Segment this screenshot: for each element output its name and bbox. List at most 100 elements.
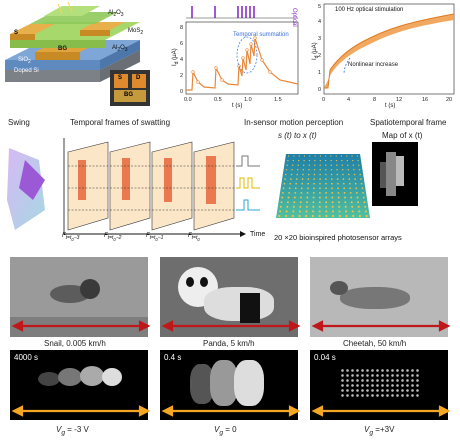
panda-caption: Panda, 5 km/h	[203, 339, 255, 348]
sensor-pixel	[290, 178, 292, 180]
sensor-pixel	[352, 214, 355, 218]
svg-text:5: 5	[318, 4, 321, 10]
sensor-pixel	[284, 178, 286, 180]
sensor-pixel	[278, 214, 281, 218]
sensor-pixel	[361, 187, 364, 190]
sensor-pixel	[318, 205, 321, 208]
sensor-pixel	[318, 191, 321, 194]
sensor-pixel	[364, 210, 367, 213]
sensor-pixel	[293, 201, 296, 204]
sensor-pixel	[335, 159, 338, 162]
sensor-pixel	[338, 214, 341, 218]
label-sio2: SiO2	[18, 57, 31, 66]
sensor-pixel	[282, 187, 285, 190]
map-title: Map of x (t)	[382, 131, 423, 140]
sensor-pixel	[285, 169, 288, 171]
sensor-pixel	[292, 210, 295, 213]
sensor-pixel	[313, 169, 316, 171]
sensor-pixel	[331, 205, 334, 208]
sensor-pixel	[319, 187, 321, 190]
inset-s: S	[118, 75, 123, 81]
label-al2o3-bottom: Al2O3	[112, 45, 128, 54]
svg-text:16: 16	[422, 97, 428, 103]
plot1-annotation: Temporal summation	[233, 32, 289, 38]
svg-text:4: 4	[347, 97, 350, 103]
sensor-pixel	[312, 210, 315, 213]
sensor-pixel	[319, 155, 321, 157]
sensor-pixel	[286, 164, 288, 166]
sensor-pixel	[349, 187, 352, 190]
sensor-pixel	[297, 164, 299, 166]
sensor-pixel	[331, 178, 333, 180]
cheetah-caption: Cheetah, 50 km/h	[343, 339, 407, 348]
sensor-pixel	[280, 201, 283, 204]
ytick-2: 4	[180, 57, 183, 63]
sensor-pixel	[325, 164, 327, 166]
sensor-pixel	[307, 173, 310, 176]
sensor-pixel	[325, 159, 327, 162]
panda-time: 0.4 s	[164, 353, 182, 362]
inset-bg: BG	[124, 92, 133, 98]
sensor-pixel	[338, 205, 341, 208]
xtick-1: 0.5	[214, 97, 222, 103]
sensor-pixel	[312, 205, 315, 208]
sensor-pixel	[288, 155, 290, 157]
sensor-pixel	[318, 201, 321, 204]
sensor-pixel	[309, 155, 311, 157]
sensor-pixel	[350, 201, 353, 204]
s-to-x: s (t) to x (t)	[278, 131, 317, 140]
sensor-pixel	[302, 173, 304, 176]
snail-caption: Snail, 0.005 km/h	[44, 339, 106, 348]
sensor-pixel	[337, 182, 339, 185]
xtick-3: 1.5	[274, 97, 282, 103]
sensor-pixel	[336, 164, 338, 166]
sensor-pixel	[319, 182, 321, 185]
sensor-pixel	[330, 155, 332, 157]
sensor-pixel	[303, 155, 306, 157]
sensor-pixel	[342, 178, 345, 180]
sensor-pixel	[313, 173, 316, 176]
sensor-pixel	[307, 178, 310, 180]
swing-title: Swing	[8, 118, 30, 127]
svg-text:2: 2	[318, 53, 321, 59]
sensor-pixel	[312, 191, 315, 194]
sensor-pixel	[359, 173, 361, 176]
vg-snail: Vg = -3 V	[56, 425, 89, 437]
sensor-pixel	[351, 155, 353, 157]
sensor-pixel	[360, 178, 362, 180]
sensor-pixel	[279, 210, 282, 213]
sensor-pixel	[353, 173, 356, 176]
sensor-pixel	[314, 155, 316, 157]
sensor-pixel	[335, 155, 337, 157]
vg-panda: Vg = 0	[214, 425, 237, 437]
sensor-pixel	[308, 169, 310, 171]
sensor-pixel	[332, 214, 335, 218]
sensor-pixel	[325, 196, 328, 199]
sensor-pixel	[318, 210, 321, 213]
sensor-pixel	[291, 169, 293, 171]
sensor-pixel	[325, 155, 327, 157]
sensor-pixel	[319, 178, 321, 180]
svg-text:12: 12	[396, 97, 402, 103]
device-schematic	[5, 1, 150, 106]
sensor-pixel	[286, 201, 289, 204]
sensor-pixel	[351, 210, 354, 213]
sensor-pixel	[336, 173, 339, 176]
sensor-pixel	[330, 164, 332, 166]
sensor-pixel	[311, 214, 314, 218]
sensor-pixel	[344, 205, 347, 208]
sensor-pixel	[305, 210, 308, 213]
sensor-pixel	[325, 214, 328, 218]
sensor-pixel	[345, 210, 348, 213]
sensor-pixel	[318, 196, 321, 199]
ytick-1: 2	[180, 73, 183, 79]
sensor-pixel	[293, 155, 295, 157]
sensor-pixel	[325, 182, 327, 185]
xtick-0: 0.0	[184, 97, 192, 103]
svg-text:8: 8	[373, 97, 376, 103]
label-bg: BG	[58, 46, 67, 52]
sensor-pixel	[341, 159, 343, 162]
cheetah-photo	[310, 257, 448, 337]
sensor-pixel	[294, 187, 297, 190]
sensor-pixel	[287, 159, 289, 162]
